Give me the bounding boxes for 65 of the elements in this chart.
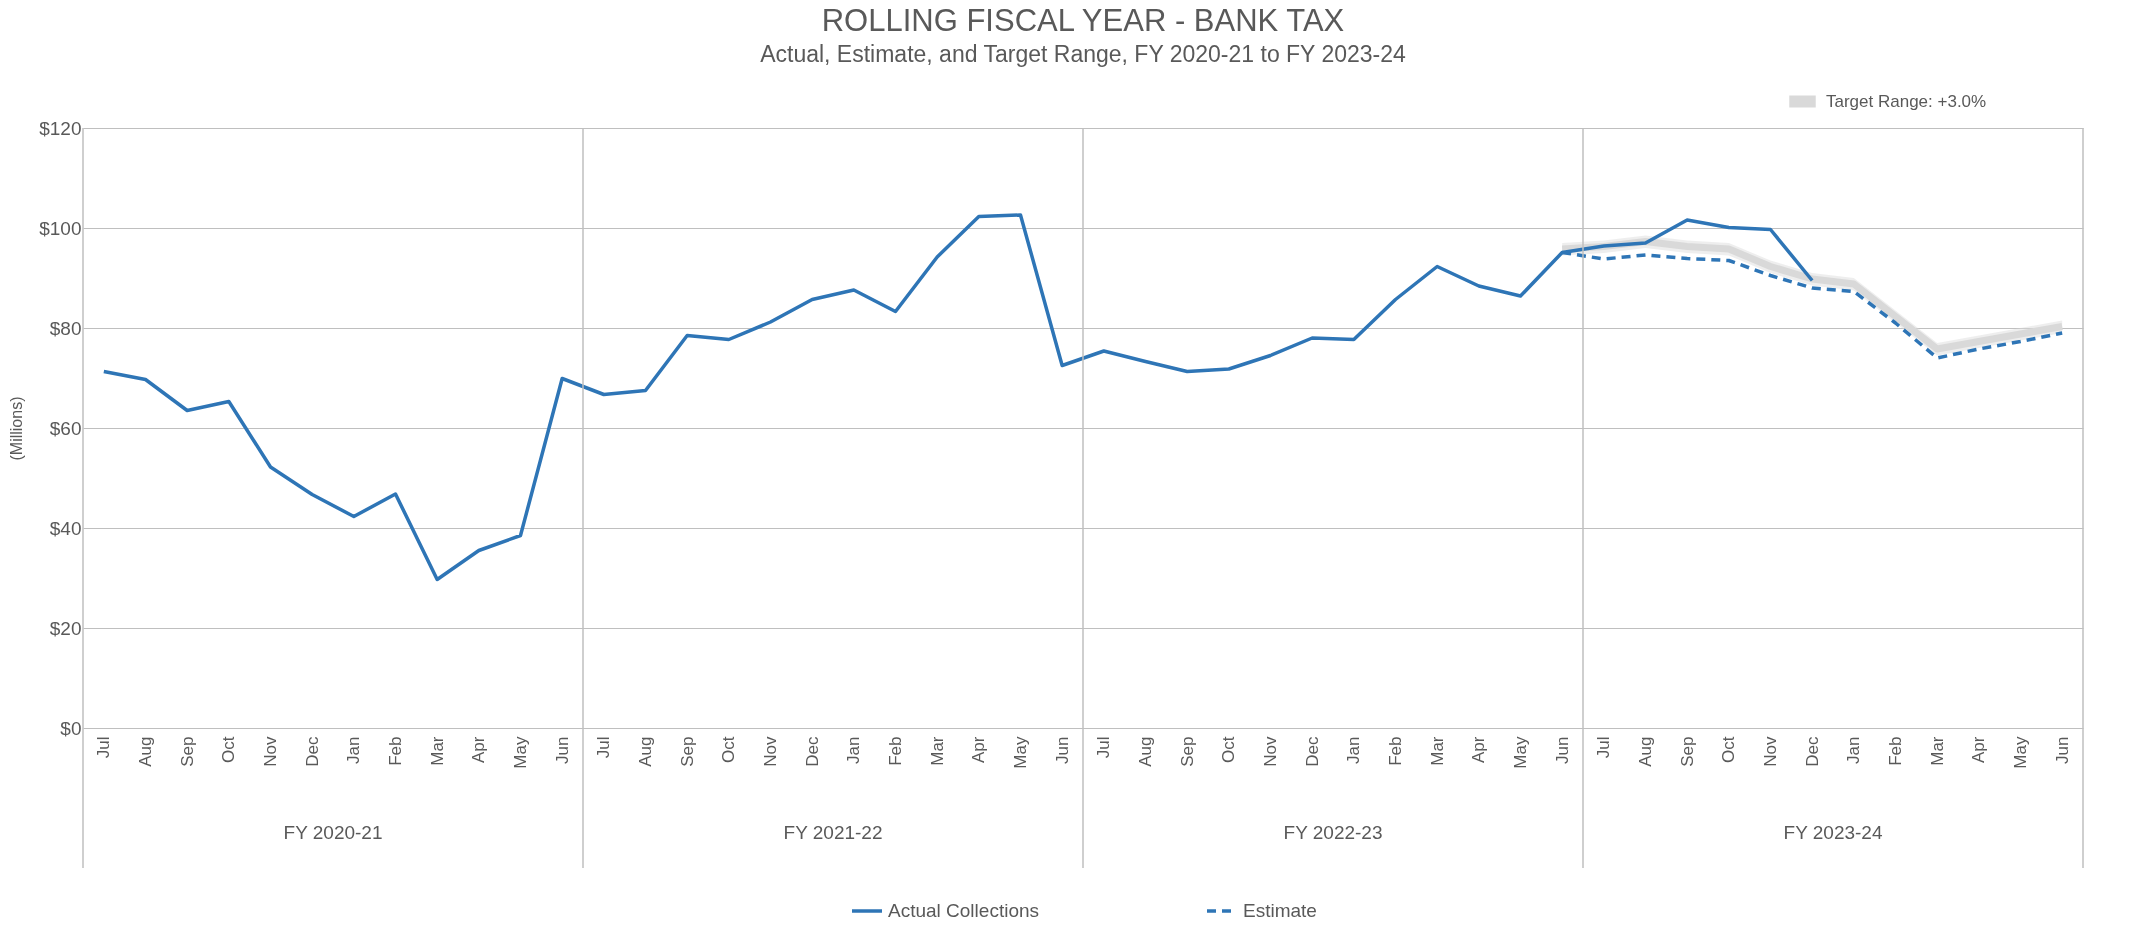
x-tick-label: Mar <box>1927 736 1947 766</box>
x-tick-label: Apr <box>469 736 489 763</box>
x-tick-label: Apr <box>1469 736 1489 763</box>
y-tick-label: $100 <box>39 217 82 239</box>
legend-label: Estimate <box>1243 900 1317 921</box>
chart-subtitle: Actual, Estimate, and Target Range, FY 2020-21 to FY 2023-24 <box>760 41 1407 67</box>
x-tick-label: Dec <box>1802 736 1822 767</box>
x-tick-label: Aug <box>636 736 655 767</box>
x-tick-label: Feb <box>1386 736 1405 766</box>
x-tick-label: Feb <box>386 736 405 766</box>
x-tick-label: Aug <box>1136 736 1155 767</box>
y-axis-title: (Millions) <box>8 396 26 461</box>
x-tick-label: Nov <box>761 736 780 767</box>
x-tick-label: Mar <box>1427 736 1447 766</box>
x-tick-label: Jun <box>2052 736 2072 764</box>
x-tick-label: Oct <box>219 736 239 763</box>
text: FY 2023-24 <box>1783 822 1883 843</box>
x-tick-label: Dec <box>802 736 822 767</box>
x-tick-label: Aug <box>1636 736 1655 767</box>
x-tick-label: Jan <box>1844 736 1864 764</box>
x-tick-label: Apr <box>1969 736 1989 763</box>
x-tick-label: May <box>1511 736 1530 769</box>
x-tick-label: Dec <box>1302 736 1322 767</box>
x-tick-label: Jun <box>1052 736 1072 764</box>
x-tick-label: Sep <box>1677 736 1697 767</box>
x-tick-label: May <box>2011 736 2030 769</box>
x-tick-label: May <box>1011 736 1030 769</box>
x-tick-label: Feb <box>1886 736 1905 766</box>
x-tick-label: Jul <box>1094 736 1114 759</box>
x-tick-label: Sep <box>177 736 197 767</box>
y-tick-label: $40 <box>49 517 82 539</box>
x-tick-label: Dec <box>302 736 322 767</box>
x-tick-label: Nov <box>1761 736 1780 767</box>
x-tick-label: Oct <box>1219 736 1239 763</box>
x-tick-label: Oct <box>1719 736 1739 763</box>
y-tick-label: $60 <box>49 417 82 439</box>
x-tick-label: Jan <box>344 736 364 764</box>
x-tick-label: Jun <box>1552 736 1572 764</box>
x-tick-label: Mar <box>427 736 447 766</box>
x-tick-label: Jul <box>594 736 614 759</box>
x-tick-label: Sep <box>1177 736 1197 767</box>
x-tick-label: Jul <box>1594 736 1614 759</box>
y-tick-label: $80 <box>49 317 82 339</box>
y-tick-label: $0 <box>60 717 82 739</box>
x-tick-label: Oct <box>719 736 739 763</box>
legend-label: Actual Collections <box>888 900 1040 921</box>
text: FY 2022-23 <box>1283 822 1383 843</box>
legend-label: Target Range: +3.0% <box>1826 91 1987 111</box>
x-tick-label: Jun <box>552 736 572 764</box>
x-tick-label: Sep <box>677 736 697 767</box>
x-tick-label: Nov <box>1261 736 1280 767</box>
chart-title: ROLLING FISCAL YEAR - BANK TAX <box>821 3 1345 38</box>
x-tick-label: Nov <box>261 736 280 767</box>
x-tick-label: Mar <box>927 736 947 766</box>
x-tick-label: Jan <box>1344 736 1364 764</box>
x-tick-label: Apr <box>969 736 989 763</box>
text: FY 2021-22 <box>783 822 883 843</box>
x-tick-label: May <box>511 736 530 769</box>
x-tick-label: Jul <box>94 736 114 759</box>
text: FY 2020-21 <box>283 822 383 843</box>
y-tick-label: $120 <box>39 117 82 139</box>
x-tick-label: Jan <box>844 736 864 764</box>
y-tick-label: $20 <box>49 617 82 639</box>
x-tick-label: Aug <box>136 736 155 767</box>
x-tick-label: Feb <box>886 736 905 766</box>
